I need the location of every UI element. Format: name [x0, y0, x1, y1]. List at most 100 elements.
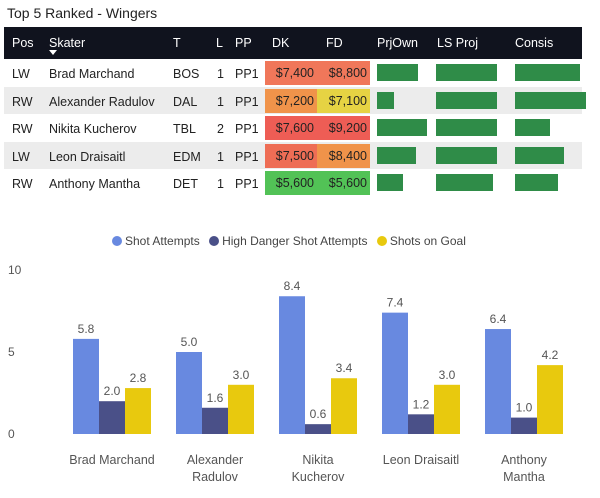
cell-fd: $8,400 [317, 143, 370, 168]
cell-skater: Brad Marchand [49, 67, 135, 81]
cell-pp: PP1 [235, 149, 259, 164]
cell-pos: RW [12, 177, 33, 192]
chart-legend: Shot Attempts High Danger Shot Attempts … [112, 234, 472, 249]
cell-line: 1 [217, 177, 224, 192]
bar-shot-attempts [279, 296, 305, 434]
cell-dk: $7,200 [265, 88, 317, 113]
table-row[interactable]: LW Brad Marchand BOS 1 PP1 $7,400 $8,800 [4, 59, 582, 87]
legend-item[interactable]: High Danger Shot Attempts [209, 234, 367, 248]
col-fd[interactable]: FD [326, 36, 343, 50]
col-prjown[interactable]: PrjOwn [377, 36, 418, 50]
cell-team: DAL [173, 94, 198, 109]
bar-consis [515, 146, 564, 164]
bar-prjown [377, 174, 403, 192]
bar-lsproj [436, 174, 493, 192]
cell-dk: $7,400 [265, 61, 317, 85]
data-label: 3.0 [233, 368, 250, 382]
bar-consis [515, 91, 586, 109]
cell-line: 1 [217, 67, 224, 81]
bar-shots-on-goal [434, 384, 460, 434]
bar-prjown [377, 91, 394, 109]
cell-team: BOS [173, 67, 200, 81]
data-label: 8.4 [284, 279, 301, 293]
data-label: 3.0 [439, 368, 456, 382]
table-row[interactable]: RW Anthony Mantha DET 1 PP1 $5,600 $5,600 [4, 169, 582, 197]
cell-line: 1 [217, 149, 224, 164]
col-dk[interactable]: DK [272, 36, 290, 50]
data-label: 1.6 [207, 391, 224, 405]
cell-dk: $5,600 [265, 171, 317, 196]
cell-skater: Leon Draisaitl [49, 149, 126, 164]
players-table: Pos Skater T L PP DK FD PrjOwn LS Proj C… [4, 27, 586, 197]
x-tick-label: Nikita [302, 453, 333, 467]
legend-item[interactable]: Shot Attempts [112, 234, 200, 248]
legend-item[interactable]: Shots on Goal [376, 234, 466, 248]
cell-skater: Anthony Mantha [49, 177, 141, 192]
cell-line: 2 [217, 122, 224, 137]
table-row[interactable]: RW Alexander Radulov DAL 1 PP1 $7,200 $7,100 [4, 86, 586, 115]
data-label: 1.2 [413, 397, 430, 411]
x-tick-label: Radulov [192, 470, 239, 484]
x-tick-label: Brad Marchand [69, 453, 155, 467]
cell-dk: $7,500 [265, 143, 317, 168]
col-pos[interactable]: Pos [12, 36, 34, 50]
cell-pp: PP1 [235, 67, 259, 81]
data-label: 2.8 [130, 371, 147, 385]
table-header: Pos Skater T L PP DK FD PrjOwn LS Proj C… [4, 27, 582, 59]
col-consis[interactable]: Consis [515, 36, 554, 50]
bar-lsproj [436, 91, 497, 109]
cell-fd: $5,600 [317, 171, 370, 196]
col-skater[interactable]: Skater [49, 36, 86, 50]
data-label: 4.2 [542, 348, 559, 362]
col-line[interactable]: L [216, 36, 223, 50]
bar-lsproj [436, 146, 497, 164]
table-row[interactable]: RW Nikita Kucherov TBL 2 PP1 $7,600 $9,200 [4, 114, 582, 142]
cell-pp: PP1 [235, 177, 259, 192]
data-label: 5.8 [78, 322, 95, 336]
bar-shot-attempts [176, 352, 202, 434]
bar-consis [515, 64, 580, 81]
x-tick-label: Alexander [187, 453, 243, 467]
page-title: Top 5 Ranked - Wingers [7, 5, 158, 21]
bar-prjown [377, 119, 427, 137]
cell-team: TBL [173, 122, 196, 137]
y-tick-label: 10 [8, 263, 22, 277]
cell-fd: $7,100 [317, 88, 370, 113]
col-pp[interactable]: PP [235, 36, 252, 50]
cell-line: 1 [217, 94, 224, 109]
bar-shot-attempts [485, 329, 511, 434]
data-label: 3.4 [336, 361, 353, 375]
cell-pp: PP1 [235, 94, 259, 109]
bar-shots-on-goal [331, 378, 357, 434]
cell-team: DET [173, 177, 198, 192]
bar-shots-on-goal [125, 388, 151, 434]
bar-prjown [377, 146, 416, 164]
bar-high-danger-shot-attempts [511, 417, 537, 434]
cell-pos: LW [12, 149, 30, 164]
legend-dot-icon [376, 236, 387, 246]
data-label: 0.6 [310, 407, 327, 421]
legend-dot-icon [112, 236, 122, 246]
x-tick-label: Leon Draisaitl [383, 453, 459, 467]
y-tick-label: 5 [8, 345, 15, 359]
x-tick-label: Kucherov [292, 470, 346, 484]
table-row[interactable]: LW Leon Draisaitl EDM 1 PP1 $7,500 $8,400 [4, 141, 582, 170]
cell-fd: $8,800 [317, 61, 370, 85]
bar-high-danger-shot-attempts [408, 414, 434, 434]
sort-desc-icon[interactable] [49, 50, 57, 55]
cell-pp: PP1 [235, 122, 259, 137]
cell-pos: LW [12, 67, 30, 81]
col-lsproj[interactable]: LS Proj [437, 36, 478, 50]
col-team[interactable]: T [173, 36, 181, 50]
bar-shot-attempts [73, 338, 99, 434]
bar-shot-attempts [382, 312, 408, 434]
x-tick-label: Mantha [503, 470, 545, 484]
legend-dot-icon [209, 236, 220, 246]
bar-consis [515, 174, 558, 192]
bar-high-danger-shot-attempts [305, 424, 331, 434]
bar-shots-on-goal [228, 384, 254, 434]
y-tick-label: 0 [8, 427, 15, 441]
data-label: 1.0 [516, 401, 533, 415]
data-label: 7.4 [387, 296, 404, 310]
cell-pos: RW [12, 94, 33, 109]
